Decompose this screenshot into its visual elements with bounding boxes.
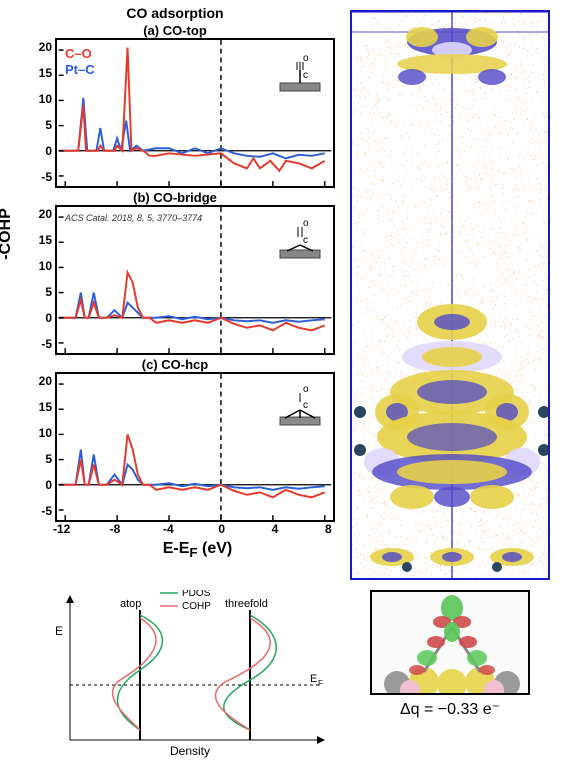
pdos-cohp-schematic: atop threefold E Density EF PDOS COHP	[50, 590, 330, 760]
x-tick: 4	[260, 522, 290, 536]
svg-text:PDOS: PDOS	[182, 590, 211, 599]
cohp-chart-bridge: ACS Catal. 2018, 8, 5, 3770–3774 co	[55, 205, 335, 355]
x-tick: 8	[313, 522, 343, 536]
x-axis-label: E-EF (eV)	[55, 540, 340, 560]
schematic-atop-label: atop	[120, 598, 141, 610]
y-tick: 20	[22, 207, 52, 221]
main-title: CO adsorption	[10, 5, 340, 21]
x-ticks: -12-8-4048	[55, 522, 335, 538]
y-tick: 15	[22, 233, 52, 247]
svg-text:F: F	[318, 679, 323, 688]
panel-c-title: (c) CO-hcp	[10, 357, 340, 372]
y-tick: -5	[22, 504, 52, 518]
y-tick: 10	[22, 92, 52, 106]
y-tick: 20	[22, 374, 52, 388]
orbital-difference-render	[370, 590, 530, 695]
x-tick: -8	[100, 522, 130, 536]
svg-text:c: c	[303, 400, 308, 411]
y-axis-label: -COHP	[0, 208, 15, 260]
y-tick: 5	[22, 118, 52, 132]
schematic-threefold-label: threefold	[225, 598, 268, 610]
y-tick: 10	[22, 259, 52, 273]
x-tick: -4	[153, 522, 183, 536]
legend-ptc: Pt–C	[65, 62, 95, 77]
svg-text:o: o	[303, 384, 309, 395]
cohp-chart-top: C–O Pt–C co	[55, 38, 335, 188]
y-tick: 20	[22, 40, 52, 54]
cohp-chart-hcp: co	[55, 372, 335, 522]
schematic-y-label: E	[55, 624, 63, 638]
render-column: Δq = −0.33 e⁻	[350, 10, 560, 719]
delta-q-label: Δq = −0.33 e⁻	[370, 699, 530, 719]
y-tick: 10	[22, 426, 52, 440]
svg-text:c: c	[303, 235, 308, 246]
y-tick: -5	[22, 170, 52, 184]
y-tick: 15	[22, 400, 52, 414]
svg-text:c: c	[303, 70, 308, 81]
y-tick: -5	[22, 337, 52, 351]
panel-a-title: (a) CO-top	[10, 23, 340, 38]
svg-text:COHP: COHP	[182, 601, 211, 612]
y-tick: 0	[22, 478, 52, 492]
x-tick: -12	[47, 522, 77, 536]
svg-text:o: o	[303, 218, 309, 229]
y-tick: 0	[22, 144, 52, 158]
y-tick: 5	[22, 452, 52, 466]
adsorption-site-icon-bridge: co	[275, 215, 325, 260]
schematic-x-label: Density	[170, 744, 210, 758]
svg-text:E: E	[310, 673, 317, 685]
adsorption-site-icon-top: co	[275, 48, 325, 93]
y-tick: 5	[22, 285, 52, 299]
svg-text:o: o	[303, 53, 309, 64]
charge-density-render	[350, 10, 550, 580]
adsorption-site-icon-hcp: co	[275, 382, 325, 427]
y-tick: 15	[22, 66, 52, 80]
cohp-charts-column: CO adsorption -COHP (a) CO-top -50510152…	[10, 5, 340, 760]
x-tick: 0	[207, 522, 237, 536]
panel-b-title: (b) CO-bridge	[10, 190, 340, 205]
legend-co: C–O	[65, 46, 92, 61]
y-tick: 0	[22, 311, 52, 325]
citation-text: ACS Catal. 2018, 8, 5, 3770–3774	[65, 213, 202, 223]
